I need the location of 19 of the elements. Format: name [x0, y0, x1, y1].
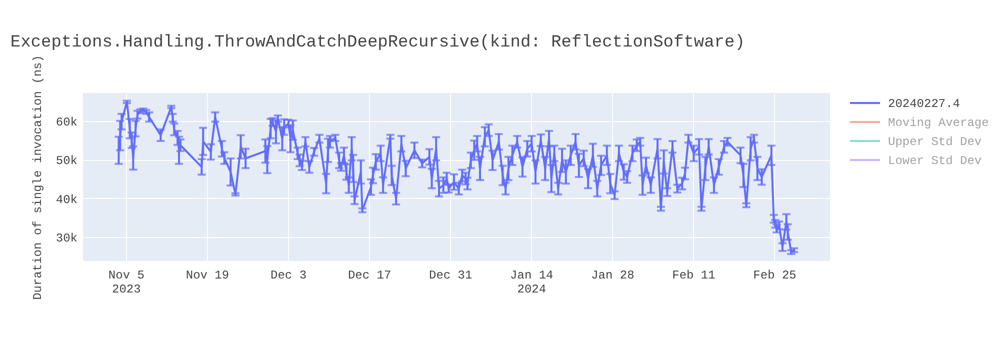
x-tick-label: Dec 31 [429, 268, 472, 282]
legend-label: Lower Std Dev [888, 154, 982, 168]
x-tick-label: Feb 25 [753, 268, 796, 282]
x-tick-label: Feb 11 [672, 268, 716, 282]
legend-label: Moving Average [888, 116, 989, 130]
y-tick-label: 40k [56, 192, 78, 207]
legend-label: Upper Std Dev [888, 135, 982, 149]
x-tick-label: Nov 5 2023 [108, 268, 144, 296]
y-axis-title: Duration of single invocation (ns) [30, 55, 45, 300]
y-tick-label: 30k [56, 232, 78, 246]
y-tick-label: 60k [56, 115, 78, 130]
x-tick-label: Nov 19 [186, 268, 230, 282]
x-tick-label: Dec 3 [270, 268, 307, 282]
legend-label: 20240227.4 [888, 97, 960, 111]
x-tick-label: Dec 17 [348, 268, 392, 282]
x-tick-label: Jan 14 2024 [510, 268, 554, 296]
y-tick-label: 50k [56, 154, 78, 168]
chart-title: Exceptions.Handling.ThrowAndCatchDeepRecursive(kind: ReflectionSoftware) [10, 34, 745, 53]
x-tick-label: Jan 28 [591, 268, 634, 282]
